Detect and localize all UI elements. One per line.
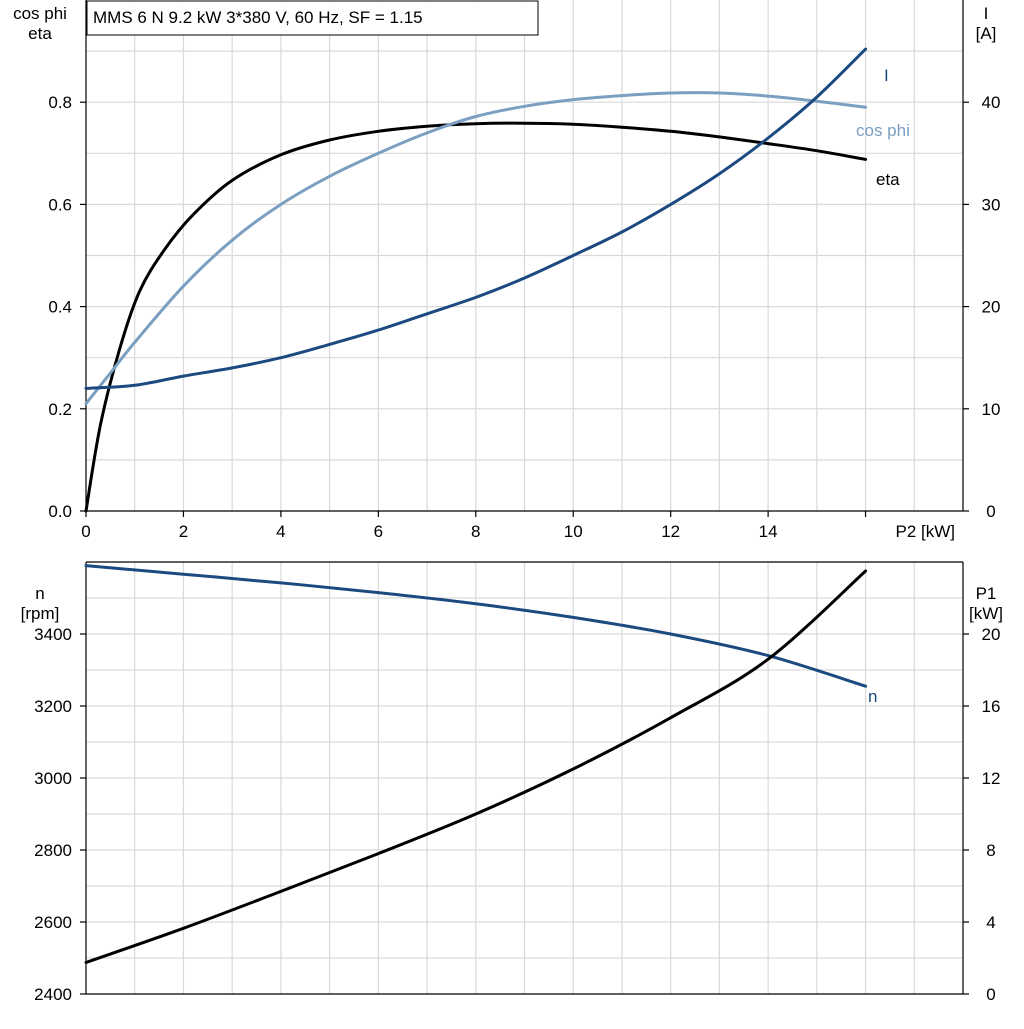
y-left-tick-label: 2800 (34, 841, 72, 860)
x-tick-label: 12 (661, 522, 680, 541)
series-line-n (84, 564, 868, 688)
y-right-tick-label: 20 (982, 298, 1001, 317)
series-label-eta: eta (876, 170, 900, 189)
y-right-tick-label: 12 (982, 769, 1001, 788)
y-right-axis-label: I (984, 4, 989, 23)
series-label-I: I (884, 66, 889, 85)
y-right-tick-label: 10 (982, 400, 1001, 419)
y-left-tick-label: 2400 (34, 985, 72, 1004)
y-right-tick-label: 16 (982, 697, 1001, 716)
x-axis-label: P2 [kW] (895, 522, 955, 541)
series-line-eta (84, 121, 868, 513)
y-left-tick-label: 0.6 (48, 195, 72, 214)
title-box (86, 0, 539, 36)
y-left-tick-label: 0.0 (48, 502, 72, 521)
y-left-tick-label: 0.2 (48, 400, 72, 419)
y-left-tick-label: 3200 (34, 697, 72, 716)
y-left-axis-label: [rpm] (21, 604, 60, 623)
y-right-axis-label: [kW] (969, 604, 1003, 623)
series-label-n: n (868, 687, 877, 706)
y-right-tick-label: 4 (986, 913, 995, 932)
y-right-axis-label: [A] (976, 24, 997, 43)
x-tick-label: 14 (759, 522, 778, 541)
y-left-tick-label: 3000 (34, 769, 72, 788)
x-tick-label: 6 (374, 522, 383, 541)
x-tick-label: 4 (276, 522, 285, 541)
y-left-tick-label: 0.4 (48, 298, 72, 317)
y-right-tick-label: 40 (982, 93, 1001, 112)
y-left-tick-label: 0.8 (48, 93, 72, 112)
x-tick-label: 10 (564, 522, 583, 541)
y-right-tick-label: 30 (982, 195, 1001, 214)
y-right-axis-label: P1 (976, 584, 997, 603)
x-tick-label: 2 (179, 522, 188, 541)
series-label-cos-phi: cos phi (856, 121, 910, 140)
y-left-axis-label: eta (28, 24, 52, 43)
y-left-tick-label: 2600 (34, 913, 72, 932)
y-left-axis-label: cos phi (13, 4, 67, 23)
y-right-tick-label: 8 (986, 841, 995, 860)
x-tick-label: 8 (471, 522, 480, 541)
y-right-tick-label: 20 (982, 625, 1001, 644)
y-right-tick-label: 0 (986, 502, 995, 521)
series-line-cos-phi (84, 91, 868, 406)
x-tick-label: 0 (81, 522, 90, 541)
chart-title: MMS 6 N 9.2 kW 3*380 V, 60 Hz, SF = 1.15 (93, 8, 423, 27)
y-right-tick-label: 0 (986, 985, 995, 1004)
series-line-p1 (84, 569, 868, 964)
y-left-tick-label: 3400 (34, 625, 72, 644)
series-line-I (84, 47, 868, 390)
y-left-axis-label: n (35, 584, 44, 603)
